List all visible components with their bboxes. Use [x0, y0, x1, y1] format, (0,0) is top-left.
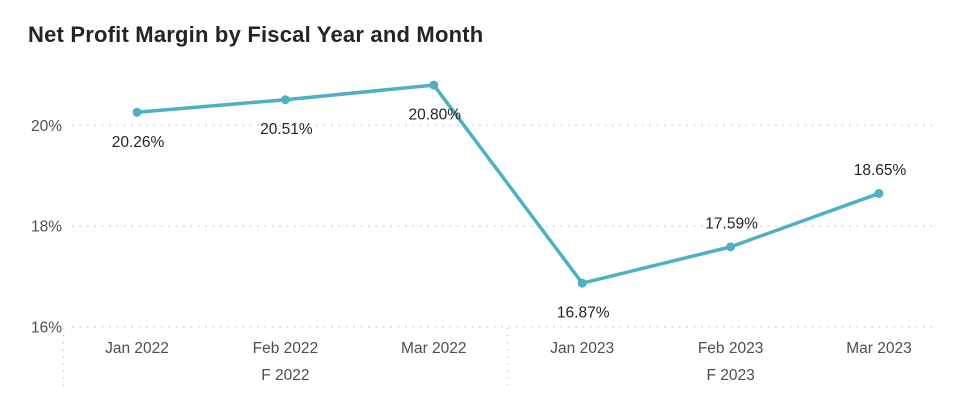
data-label: 17.59% — [705, 215, 758, 232]
x-month-label: Feb 2023 — [698, 340, 764, 357]
data-point-marker[interactable] — [874, 188, 884, 198]
y-tick-label: 16% — [31, 320, 62, 337]
data-label: 20.51% — [260, 121, 313, 138]
data-point-marker[interactable] — [280, 95, 290, 105]
x-group-label: F 2022 — [261, 367, 309, 384]
data-label: 16.87% — [557, 305, 610, 322]
x-group-label: F 2023 — [706, 367, 754, 384]
x-month-label: Jan 2023 — [550, 340, 614, 357]
x-month-label: Mar 2023 — [846, 340, 911, 357]
chart-title: Net Profit Margin by Fiscal Year and Mon… — [28, 22, 484, 47]
data-label: 18.65% — [854, 162, 907, 179]
data-label: 20.80% — [409, 107, 462, 124]
series-line[interactable] — [135, 83, 881, 285]
data-point-marker[interactable] — [132, 107, 142, 117]
data-point-marker[interactable] — [726, 242, 736, 252]
x-month-label: Mar 2022 — [401, 340, 466, 357]
y-tick-label: 18% — [31, 219, 62, 236]
data-point-marker[interactable] — [577, 278, 587, 288]
x-month-label: Feb 2022 — [253, 340, 319, 357]
data-point-marker[interactable] — [429, 80, 439, 90]
y-tick-label: 20% — [31, 118, 62, 135]
data-label: 20.26% — [112, 134, 165, 151]
x-month-label: Jan 2022 — [105, 340, 169, 357]
